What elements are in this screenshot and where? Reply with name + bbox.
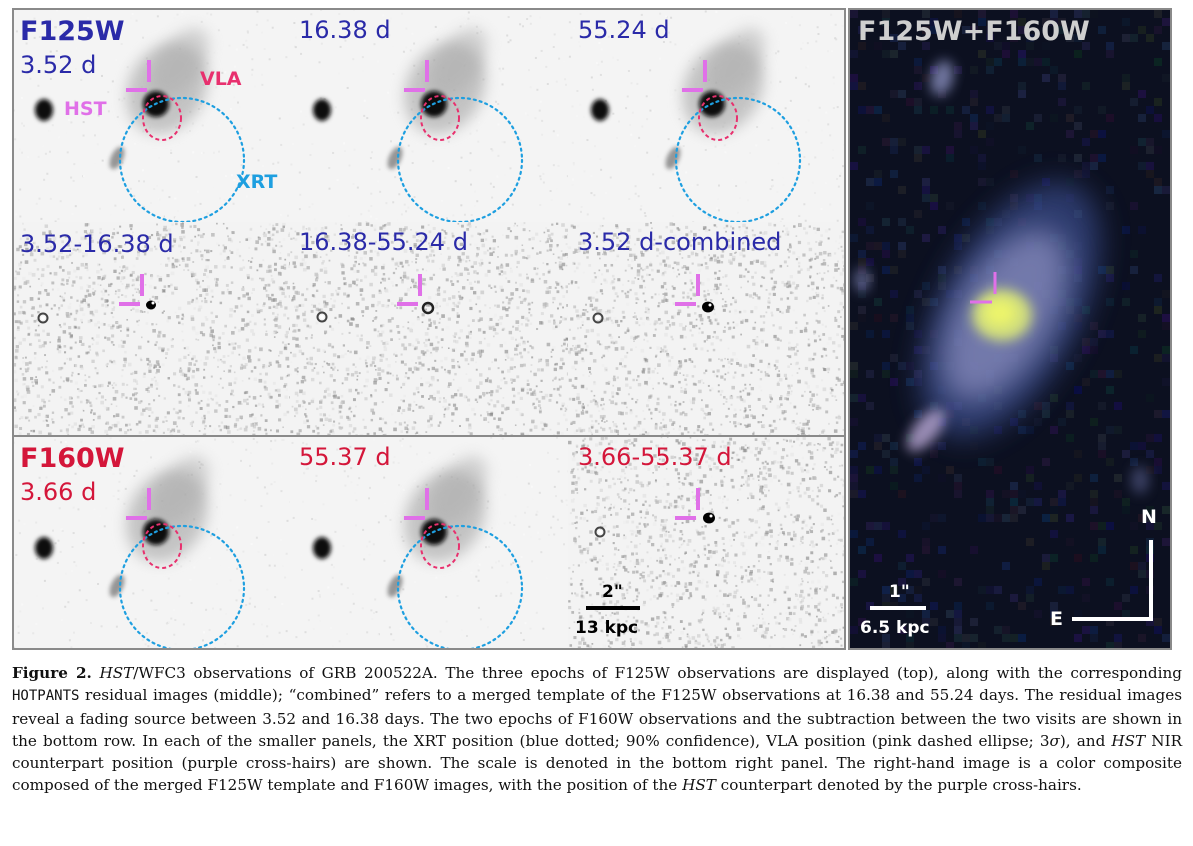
panel-f160w-55.37d — [290, 436, 568, 650]
vla-ellipse — [142, 95, 182, 141]
p6-image — [568, 222, 846, 436]
caption-label: Figure 2. — [12, 664, 92, 682]
panel-residual-3.52-combined — [568, 222, 846, 436]
scale-distance-small: 13 kpc — [575, 618, 639, 638]
label-xrt: XRT — [236, 171, 278, 193]
compass-east-arrow — [1072, 617, 1153, 621]
label-composite: F125W+F160W — [858, 16, 1090, 47]
compass-n: N — [1141, 506, 1157, 528]
caption-hst-2: HST — [1111, 731, 1146, 750]
label-vla: VLA — [200, 68, 242, 90]
hst-crosshair — [682, 60, 707, 92]
hst-crosshair — [404, 60, 429, 92]
composite-crosshair — [970, 272, 997, 304]
scale-distance-large: 6.5 kpc — [860, 618, 930, 638]
caption-sigma: σ — [1049, 731, 1060, 750]
label-epoch-16.38: 16.38 d — [299, 16, 391, 44]
label-epoch-55.37: 55.37 d — [299, 443, 391, 471]
caption-hst-1: HST — [99, 664, 134, 682]
panel-color-composite — [848, 8, 1172, 650]
p3-image — [568, 8, 846, 222]
panel-residual-16.38-55.24 — [290, 222, 568, 436]
p1-image — [12, 8, 290, 222]
caption-text-2: residual images (middle); “combined” ref… — [12, 686, 1182, 750]
hst-crosshair — [126, 60, 151, 92]
label-f125w: F125W — [20, 16, 125, 47]
caption-text-1: /WFC3 observations of GRB 200522A. The t… — [133, 664, 1182, 682]
vla-ellipse — [420, 523, 460, 569]
label-residual-f160w: 3.66-55.37 d — [578, 443, 732, 471]
label-epoch-3.52: 3.52 d — [20, 51, 97, 79]
xrt-circle — [118, 96, 246, 222]
panel-f160w-3.66d — [12, 436, 290, 650]
label-epoch-55.24: 55.24 d — [578, 16, 670, 44]
compass-e: E — [1050, 608, 1063, 630]
panel-f125w-55.24d — [568, 8, 846, 222]
panel-f125w-16.38d — [290, 8, 568, 222]
figure-2: F125W 3.52 d 16.38 d 55.24 d 3.52-16.38 … — [12, 8, 1172, 652]
label-residual-3: 3.52 d-combined — [578, 228, 782, 256]
scale-angle-large: 1" — [889, 582, 910, 602]
hst-crosshair — [397, 274, 422, 306]
caption-text-4: NIR counterpart position (purple cross-h… — [12, 731, 1183, 795]
p7-image — [12, 436, 290, 650]
panel-residual-3.52-16.38 — [12, 222, 290, 436]
label-residual-2: 16.38-55.24 d — [299, 228, 468, 256]
xrt-circle — [396, 524, 524, 650]
composite-image — [850, 10, 1170, 648]
scale-bar-large — [870, 606, 926, 610]
p8-image — [290, 436, 568, 650]
compass-north-arrow — [1149, 540, 1153, 620]
caption-text-3: ), and — [1059, 731, 1112, 750]
p9-image — [568, 436, 846, 650]
caption-code: HOTPANTS — [12, 688, 80, 705]
scale-bar-small — [586, 606, 640, 610]
label-hst: HST — [64, 98, 107, 120]
label-residual-1: 3.52-16.38 d — [20, 230, 174, 258]
p2-image — [290, 8, 568, 222]
caption-hst-3: HST — [682, 776, 716, 795]
figure-caption: Figure 2. HST/WFC3 observations of GRB 2… — [12, 662, 1182, 797]
hst-crosshair — [119, 274, 144, 306]
hst-crosshair — [675, 488, 700, 520]
vla-ellipse — [420, 95, 460, 141]
vla-ellipse — [698, 95, 738, 141]
hst-crosshair — [404, 488, 429, 520]
label-epoch-3.66: 3.66 d — [20, 478, 97, 506]
panel-residual-f160w — [568, 436, 846, 650]
vla-ellipse — [142, 523, 182, 569]
hst-crosshair — [675, 274, 700, 306]
hst-crosshair — [126, 488, 151, 520]
xrt-circle — [674, 96, 802, 222]
row-divider — [12, 435, 846, 437]
label-f160w: F160W — [20, 443, 125, 474]
xrt-circle — [396, 96, 524, 222]
panel-f125w-3.52d — [12, 8, 290, 222]
scale-angle-small: 2" — [602, 582, 623, 602]
p5-image — [290, 222, 568, 436]
caption-text-5: counterpart denoted by the purple cross-… — [715, 776, 1082, 795]
p4-image — [12, 222, 290, 436]
xrt-circle — [118, 524, 246, 650]
